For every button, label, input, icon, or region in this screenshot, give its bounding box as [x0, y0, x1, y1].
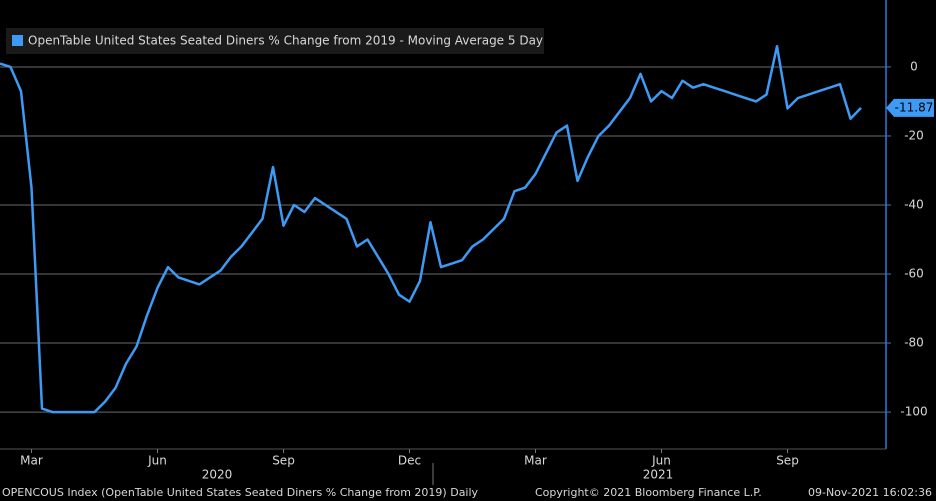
y-tick-label: -20: [904, 128, 924, 142]
legend-label: OpenTable United States Seated Diners % …: [28, 34, 543, 48]
last-value-marker: [886, 98, 934, 117]
footer-right: 09-Nov-2021 16:02:36: [808, 486, 932, 499]
y-tick-label: -60: [904, 267, 924, 281]
x-tick-label: Sep: [272, 454, 295, 468]
x-tick-label: Jun: [651, 454, 671, 468]
year-label: 2021: [643, 468, 674, 482]
x-tick-label: Mar: [524, 454, 547, 468]
last-value-label: -11.87: [895, 100, 934, 114]
x-tick-label: Mar: [20, 454, 43, 468]
legend-swatch: [12, 35, 23, 46]
x-tick-label: Jun: [147, 454, 167, 468]
year-label: 2020: [202, 468, 233, 482]
footer-left: OPENCOUS Index (OpenTable United States …: [2, 486, 479, 499]
y-tick-label: -80: [904, 336, 924, 350]
y-tick-label: -40: [904, 198, 924, 212]
y-tick-label: 0: [910, 59, 918, 73]
footer-middle: Copyright© 2021 Bloomberg Finance L.P.: [535, 486, 762, 499]
x-tick-label: Dec: [398, 454, 421, 468]
legend-box: [6, 28, 544, 54]
y-tick-label: -100: [900, 405, 927, 419]
x-tick-label: Sep: [776, 454, 799, 468]
data-line: [0, 44, 862, 414]
